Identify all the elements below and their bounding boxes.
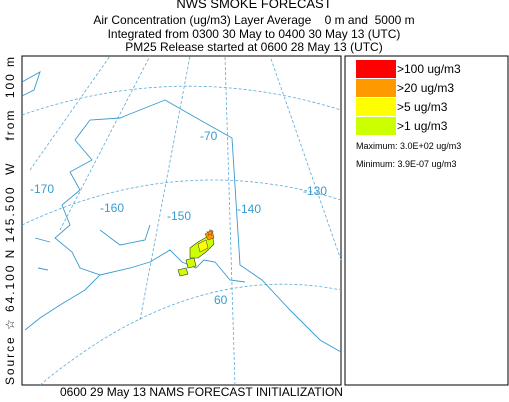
legend-label: >1 ug/m3	[397, 119, 448, 133]
map-label: -160	[100, 201, 124, 215]
legend-swatch	[356, 98, 396, 116]
subtitle: Integrated from 0300 30 May to 0400 30 M…	[108, 27, 401, 41]
map-label: -70	[200, 129, 218, 143]
map-label: -170	[30, 182, 54, 196]
legend-minimum: Minimum: 3.9E-07 ug/m3	[356, 159, 457, 169]
legend: >100 ug/m3 >20 ug/m3 >5 ug/m3 >1 ug/m3	[356, 60, 461, 135]
legend-swatch	[356, 60, 396, 78]
map-frame	[21, 55, 342, 386]
subtitle: PM25 Release started at 0600 28 May 13 (…	[125, 40, 382, 54]
map-label: 60	[214, 293, 228, 307]
coastline	[21, 71, 342, 353]
legend-swatch	[356, 117, 396, 135]
map-label: -130	[303, 184, 327, 198]
legend-swatch	[356, 79, 396, 97]
smoke-plume: ☆	[177, 228, 215, 277]
title: NWS SMOKE FORECAST	[176, 0, 331, 11]
legend-label: >100 ug/m3	[397, 62, 461, 76]
graticule	[21, 55, 342, 386]
footer: 0600 29 May 13 NAMS FORECAST INITIALIZAT…	[60, 385, 343, 399]
legend-maximum: Maximum: 3.0E+02 ug/m3	[356, 141, 461, 151]
source-marker: ☆	[206, 228, 215, 239]
map-label: -150	[167, 209, 191, 223]
legend-frame	[344, 55, 509, 386]
subtitle: Air Concentration (ug/m3) Layer Average …	[93, 13, 414, 27]
legend-label: >5 ug/m3	[397, 100, 448, 114]
legend-label: >20 ug/m3	[397, 81, 454, 95]
map-label: -140	[237, 202, 261, 216]
source-label: Source ☆ 64.100 N 145.500 W from 100 m	[3, 57, 17, 385]
